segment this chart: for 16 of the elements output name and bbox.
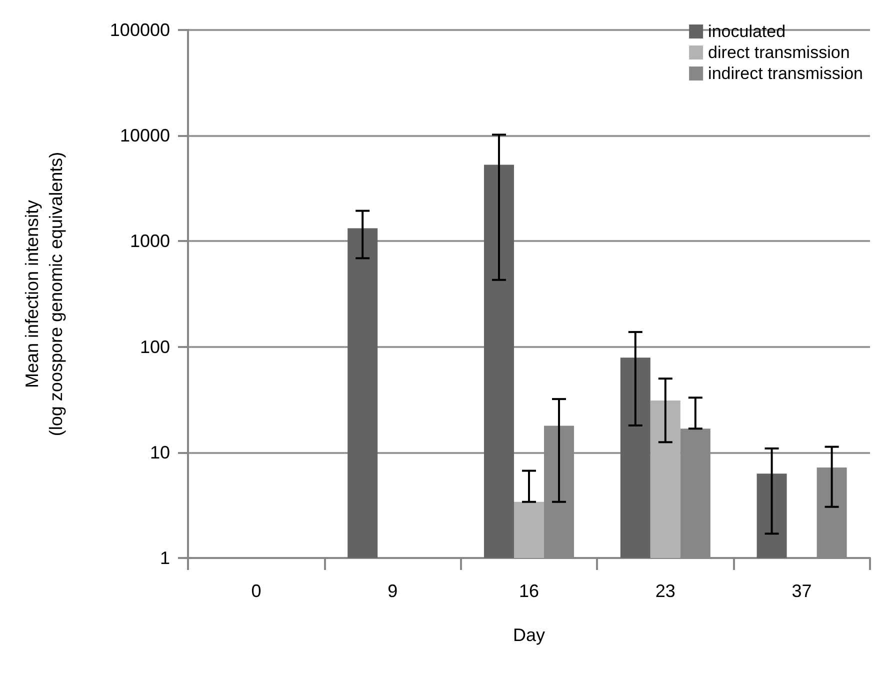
y-axis-title: Mean infection intensity (log zoospore genomic equivalents) [22,152,66,436]
x-tick-label: 0 [251,581,262,601]
y-tick-label: 1 [160,548,170,568]
legend-label: inoculated [708,22,786,41]
y-tick-label: 1000 [130,231,170,252]
legend-label: direct transmission [708,43,850,62]
x-tick-label: 9 [388,581,398,601]
y-tick-label: 10 [150,442,170,462]
x-tick-label: 37 [792,581,812,601]
x-tick-label: 16 [518,581,540,601]
x-tick-label: 23 [655,581,676,601]
x-axis-title: Day [512,625,546,645]
y-tick-label: 10000 [120,126,170,146]
y-tick-label: 100000 [110,20,170,40]
legend-label: indirect transmission [708,64,864,83]
y-tick-label: 100 [140,336,170,357]
